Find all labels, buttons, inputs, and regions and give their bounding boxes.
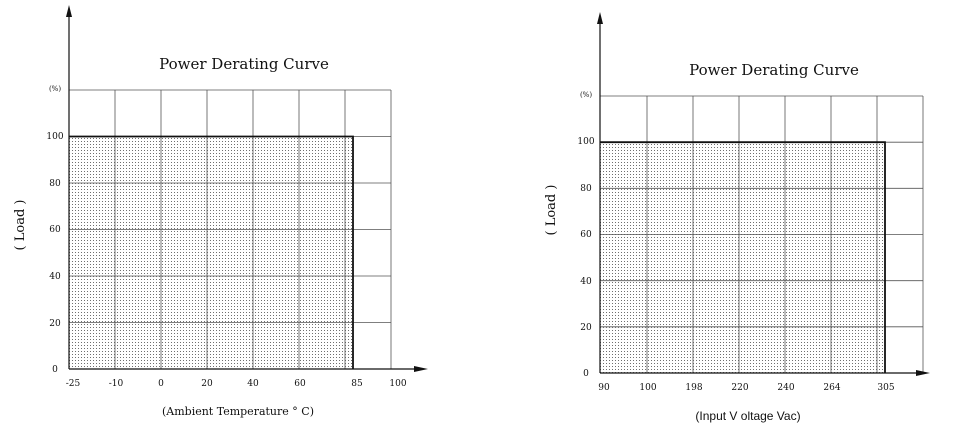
x-tick-label: 20 bbox=[201, 379, 213, 389]
y-tick-label: 60 bbox=[49, 225, 61, 235]
y-unit-label: (%) bbox=[580, 91, 592, 99]
y-tick-label: 20 bbox=[49, 319, 61, 329]
y-tick-label: 80 bbox=[49, 179, 61, 189]
y-tick-label: 100 bbox=[46, 132, 63, 142]
x-tick-label: 85 bbox=[351, 379, 363, 389]
x-axis-arrow bbox=[916, 370, 930, 376]
y-tick-label: 80 bbox=[580, 184, 592, 194]
x-axis-label: (Ambient Temperature ° C) bbox=[162, 405, 314, 418]
x-tick-label: 60 bbox=[294, 379, 306, 389]
x-tick-label: 40 bbox=[247, 379, 259, 389]
y-axis-arrow bbox=[66, 5, 72, 17]
x-tick-label: 305 bbox=[877, 383, 894, 393]
x-tick-label: 264 bbox=[823, 383, 840, 393]
x-tick-label: -25 bbox=[66, 379, 81, 389]
y-axis-arrow bbox=[597, 12, 603, 24]
y-axis-label: ( Load ) bbox=[13, 200, 28, 251]
y-tick-label: 40 bbox=[580, 277, 592, 287]
y-tick-label: 0 bbox=[583, 369, 589, 379]
chart-title: Power Derating Curve bbox=[159, 55, 329, 73]
chart-title: Power Derating Curve bbox=[689, 61, 859, 79]
y-tick-label: 20 bbox=[580, 323, 592, 333]
y-tick-label: 60 bbox=[580, 230, 592, 240]
x-axis-arrow bbox=[414, 366, 428, 372]
derating-area bbox=[69, 136, 353, 369]
y-unit-label: (%) bbox=[49, 85, 61, 93]
derating-curve bbox=[69, 135, 354, 369]
x-tick-label: 0 bbox=[158, 379, 164, 389]
x-tick-label: 90 bbox=[598, 383, 610, 393]
x-tick-label: 240 bbox=[777, 383, 794, 393]
x-tick-label: 100 bbox=[639, 383, 656, 393]
derating-area bbox=[600, 142, 885, 373]
y-tick-label: 40 bbox=[49, 272, 61, 282]
voltage-derating-chart: Power Derating Curve (%) 0 20 40 60 80 100 90 100… bbox=[544, 12, 930, 423]
x-tick-label: -10 bbox=[109, 379, 124, 389]
y-tick-label: 0 bbox=[52, 365, 58, 375]
x-tick-label: 220 bbox=[731, 383, 748, 393]
x-tick-label: 100 bbox=[389, 379, 406, 389]
temperature-derating-chart: Power Derating Curve (%) 0 20 40 60 80 100 -25 -1… bbox=[13, 5, 428, 418]
derating-curve bbox=[600, 141, 886, 373]
x-tick-label: 198 bbox=[685, 383, 702, 393]
x-axis-label: (Input V oltage Vac) bbox=[695, 409, 800, 423]
y-tick-label: 100 bbox=[577, 137, 594, 147]
y-axis-label: ( Load ) bbox=[544, 185, 559, 236]
